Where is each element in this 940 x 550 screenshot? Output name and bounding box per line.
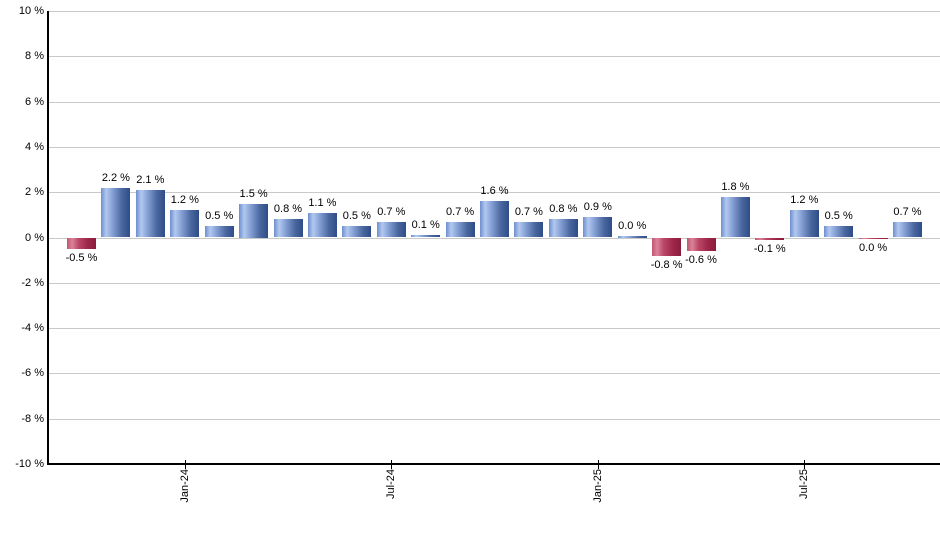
bar-Jan-25 — [583, 217, 613, 238]
bar-value-label: 0.7 % — [514, 205, 543, 218]
gridline — [48, 102, 940, 103]
gridline — [48, 147, 940, 148]
bar-value-label: 1.6 % — [480, 185, 509, 198]
x-axis-tick-label: Jul-24 — [385, 469, 397, 499]
y-axis-tick-label: 0 % — [25, 232, 44, 244]
bar-May-24 — [307, 212, 337, 238]
bar-Jul-25 — [789, 210, 819, 238]
bar-value-label: 2.2 % — [101, 171, 130, 184]
x-axis-tick — [804, 460, 805, 469]
y-axis-tick-label: -10 % — [15, 458, 44, 470]
bar-Sep-24 — [445, 221, 475, 238]
bar-value-label: 1.8 % — [721, 180, 750, 193]
y-axis-tick-label: 6 % — [25, 96, 44, 108]
bar-Oct-25 — [893, 221, 922, 238]
bar-value-label: 0.8 % — [549, 203, 578, 216]
bar-value-label: 0.7 % — [377, 205, 406, 218]
bar-Dec-23 — [135, 189, 165, 238]
y-axis-tick-label: 8 % — [25, 50, 44, 62]
bar-value-label: 1.1 % — [308, 196, 337, 209]
bar-May-25 — [720, 196, 750, 238]
gridline — [48, 328, 940, 329]
bar-value-label: 0.5 % — [205, 210, 234, 223]
bar-Apr-24 — [273, 219, 303, 238]
y-axis-line — [47, 11, 49, 464]
y-axis-tick-label: -4 % — [21, 322, 44, 334]
x-axis-tick — [598, 460, 599, 469]
bar-value-label: 1.5 % — [239, 187, 268, 200]
gridline — [48, 56, 940, 57]
bar-value-label: 0.9 % — [583, 201, 612, 214]
gridline — [48, 283, 940, 284]
bar-Sep-25 — [858, 237, 888, 239]
bar-value-label: 0.7 % — [446, 205, 475, 218]
y-axis-tick-label: 4 % — [25, 141, 44, 153]
bar-value-label: 0.5 % — [342, 210, 371, 223]
bar-Mar-24 — [239, 203, 269, 238]
bar-value-label: 1.2 % — [790, 194, 819, 207]
bar-Oct-24 — [480, 201, 509, 238]
x-axis-tick-label: Jul-25 — [798, 469, 810, 499]
bar-value-label: -0.5 % — [65, 251, 98, 264]
gridline — [48, 419, 940, 420]
bar-value-label: 0.0 % — [618, 220, 647, 232]
y-axis-tick-label: 2 % — [25, 186, 44, 198]
x-axis-line — [47, 463, 940, 465]
bar-value-label: 0.1 % — [411, 219, 440, 232]
x-axis-tick-label: Jan-25 — [592, 469, 604, 503]
bar-Mar-25 — [652, 237, 682, 256]
bar-value-label: -0.8 % — [650, 258, 683, 271]
bar-value-label: 1.2 % — [170, 194, 199, 207]
bar-Apr-25 — [686, 237, 716, 252]
y-axis-tick-label: 10 % — [18, 5, 44, 17]
bar-value-label: 0.7 % — [893, 205, 922, 218]
y-axis-tick-label: -6 % — [21, 367, 44, 379]
bar-Nov-24 — [514, 221, 544, 238]
bar-Nov-23 — [101, 187, 131, 238]
x-axis-tick-label: Jan-24 — [179, 469, 191, 503]
gridline — [48, 238, 940, 239]
bar-value-label: -0.1 % — [753, 242, 786, 255]
bar-Aug-25 — [824, 226, 854, 238]
bar-value-label: 0.5 % — [824, 210, 853, 223]
bar-Dec-24 — [548, 219, 578, 238]
bar-value-label: 0.0 % — [859, 242, 888, 254]
gridline — [48, 192, 940, 193]
gridline — [48, 373, 940, 374]
y-axis-tick-label: -8 % — [21, 413, 44, 425]
bar-Jan-24 — [170, 210, 200, 238]
gridline — [48, 11, 940, 12]
bar-Oct-23 — [67, 237, 96, 249]
y-axis-tick-label: -2 % — [21, 277, 44, 289]
bar-Jun-25 — [755, 237, 785, 240]
bar-Jun-24 — [342, 226, 372, 238]
bar-Jul-24 — [376, 221, 406, 238]
bar-Feb-25 — [617, 236, 647, 238]
x-axis-tick — [185, 460, 186, 469]
bar-value-label: 0.8 % — [273, 203, 303, 216]
x-axis-tick — [391, 460, 392, 469]
bar-Feb-24 — [204, 226, 234, 238]
bar-value-label: -0.6 % — [685, 254, 717, 267]
bar-Aug-24 — [411, 235, 441, 238]
bar-value-label: 2.1 % — [136, 173, 165, 186]
